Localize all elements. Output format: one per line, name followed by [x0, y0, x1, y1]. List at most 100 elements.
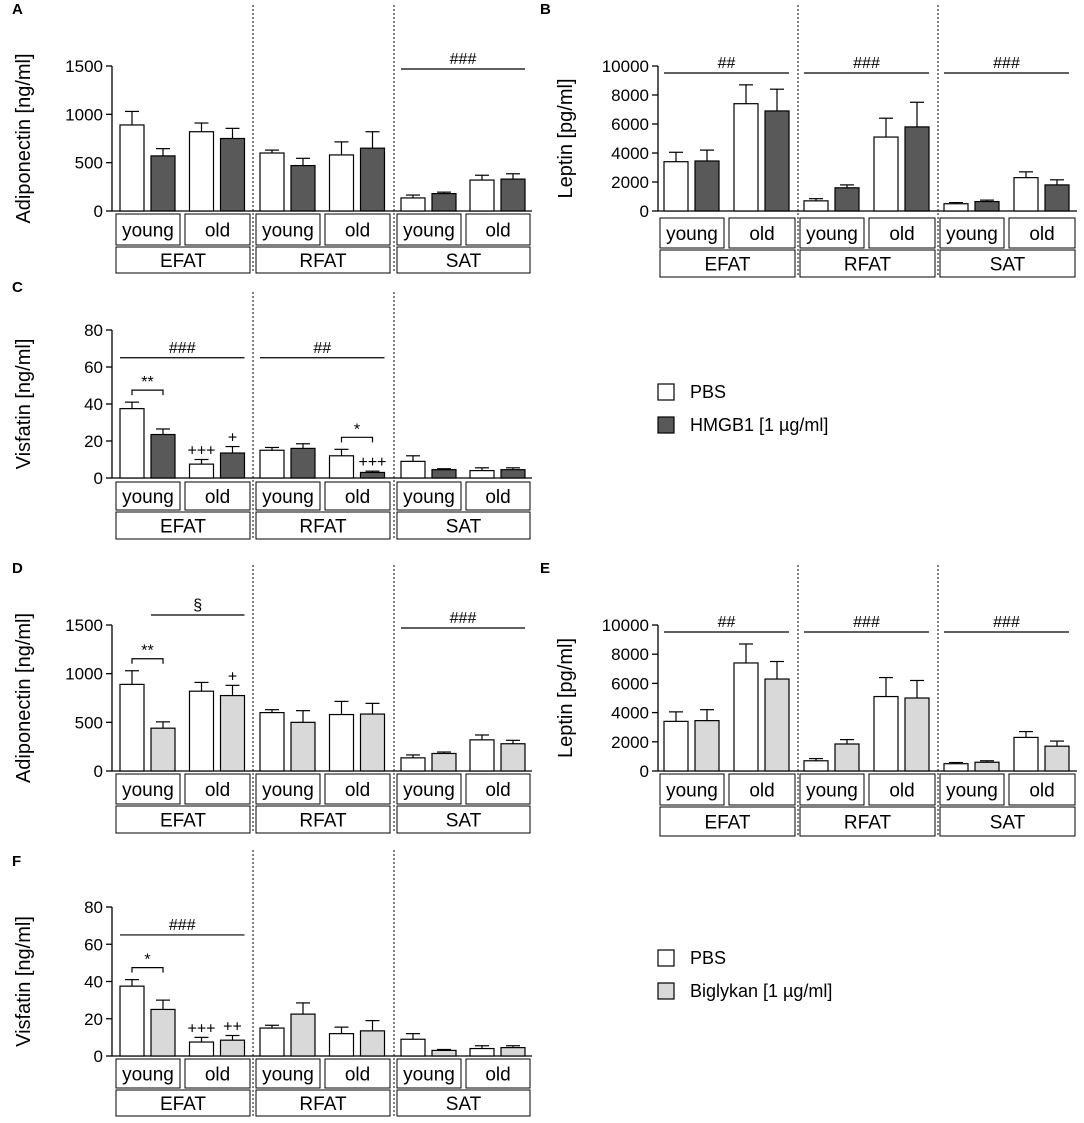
age-label: old [1029, 781, 1054, 802]
y-tick-label: 60 [84, 358, 103, 377]
age-effect-label: +++ [187, 443, 215, 460]
age-label: young [806, 224, 858, 245]
age-box [115, 481, 181, 511]
tissue-label: EFAT [704, 813, 750, 834]
tissue-box [659, 249, 796, 278]
bar-pbs [188, 131, 215, 212]
bar-treatment [431, 1049, 457, 1057]
age-box [184, 481, 251, 511]
significance-label: ### [169, 917, 196, 934]
age-label: young [946, 781, 998, 802]
tissue-box [799, 249, 936, 278]
tissue-box [115, 805, 251, 834]
bar-pbs [733, 103, 759, 212]
bar-pbs [119, 985, 145, 1057]
age-box [939, 217, 1005, 249]
bar-treatment [974, 761, 1000, 772]
y-axis-label: Visfatin [ng/ml] [13, 916, 35, 1047]
age-box [868, 217, 936, 249]
bar-pbs [400, 1038, 426, 1057]
bar-pbs [328, 154, 355, 212]
age-box [799, 773, 865, 806]
bar-pbs [188, 690, 215, 772]
tissue-label: EFAT [160, 1094, 206, 1115]
age-box [324, 773, 391, 805]
bar-pbs [469, 179, 495, 212]
bar-pbs [873, 136, 899, 212]
y-tick-label: 0 [94, 1047, 103, 1066]
age-label: old [345, 221, 370, 242]
y-tick-label: 0 [640, 202, 649, 221]
age-box [255, 481, 321, 511]
y-tick-label: 0 [94, 762, 103, 781]
bar-treatment [431, 193, 457, 212]
legend-swatch-pbs [657, 383, 675, 401]
age-label: old [205, 1065, 230, 1086]
age-label: young [806, 781, 858, 802]
age-label: young [262, 487, 314, 508]
age-box [868, 773, 936, 806]
age-label: old [485, 780, 510, 801]
bar-pbs [733, 662, 759, 772]
comparison-label: * [354, 421, 360, 438]
bar-treatment [290, 447, 316, 479]
comparison-bracket [340, 436, 374, 443]
bar-treatment [150, 433, 176, 479]
y-tick-label: 1000 [65, 105, 103, 124]
tissue-label: SAT [446, 251, 482, 272]
bar-treatment [500, 743, 526, 772]
tissue-label: SAT [990, 813, 1026, 834]
y-tick-label: 8000 [611, 86, 649, 105]
chart-panel-e: E 0 2000 4000 6000 8000 10000 Leptin [pg/ml] you… [540, 560, 1077, 837]
age-label: old [485, 487, 510, 508]
tissue-box [115, 511, 251, 540]
y-tick-label: 20 [84, 1010, 103, 1029]
age-label: young [122, 221, 174, 242]
age-box [115, 213, 181, 246]
y-tick-label: 4000 [611, 144, 649, 163]
bar-treatment [359, 147, 386, 212]
bar-pbs [259, 1027, 285, 1057]
bar-treatment [219, 137, 246, 212]
comparison-bracket [131, 658, 164, 664]
age-label: young [262, 780, 314, 801]
significance-label: ### [450, 51, 477, 68]
bar-pbs [328, 713, 355, 772]
age-box [324, 481, 391, 511]
bar-pbs [328, 1033, 355, 1057]
legend-biglykan: PBS Biglykan [1 µg/ml] [657, 948, 832, 1001]
age-label: old [345, 780, 370, 801]
age-label: young [122, 780, 174, 801]
legend-label-pbs: PBS [690, 948, 726, 968]
tissue-box [255, 246, 391, 274]
bar-treatment [764, 678, 790, 772]
bar-pbs [873, 695, 899, 772]
age-box [728, 217, 796, 249]
bar-pbs [188, 463, 215, 479]
chart-panel-c: C 0 20 40 60 80 Visfatin [ng/ml] young old young o… [12, 279, 532, 540]
y-tick-label: 40 [84, 395, 103, 414]
bar-treatment [359, 471, 386, 479]
y-tick-label: 6000 [611, 674, 649, 693]
tissue-box [939, 806, 1076, 837]
y-tick-label: 2000 [611, 733, 649, 752]
bar-pbs [259, 711, 285, 772]
y-tick-label: 1500 [65, 57, 103, 76]
age-box [255, 213, 321, 246]
tissue-box [255, 805, 391, 834]
bar-treatment [764, 110, 790, 212]
bar-treatment [694, 720, 720, 772]
significance-label: ### [450, 610, 477, 627]
age-box [728, 773, 796, 806]
panel-letter: C [12, 279, 23, 296]
bar-pbs [328, 455, 355, 479]
significance-label: ### [169, 340, 196, 357]
age-label: young [122, 1065, 174, 1086]
age-effect-label: +++ [358, 454, 386, 471]
panel-letter: E [540, 560, 550, 577]
legend-hmgb1: PBS HMGB1 [1 µg/ml] [657, 382, 828, 435]
legend-swatch-pbs [657, 949, 675, 967]
bar-treatment [150, 1008, 176, 1057]
comparison-bracket [131, 389, 164, 396]
significance-label: ### [853, 55, 880, 72]
